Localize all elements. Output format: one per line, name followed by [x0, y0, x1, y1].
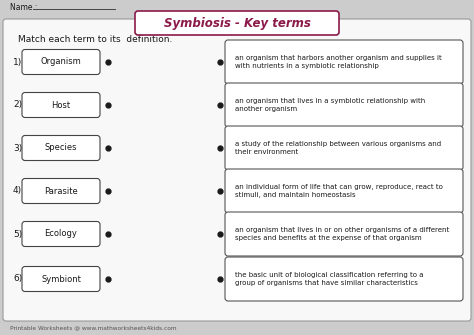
FancyBboxPatch shape: [22, 50, 100, 74]
Text: Organism: Organism: [41, 58, 82, 67]
Text: Species: Species: [45, 143, 77, 152]
Text: Host: Host: [52, 100, 71, 110]
Text: an organism that lives in or on other organisms of a different
species and benef: an organism that lives in or on other or…: [235, 227, 449, 241]
FancyBboxPatch shape: [225, 257, 463, 301]
FancyBboxPatch shape: [22, 179, 100, 203]
FancyBboxPatch shape: [135, 11, 339, 35]
FancyBboxPatch shape: [225, 126, 463, 170]
FancyBboxPatch shape: [225, 83, 463, 127]
Text: an organism that lives in a symbiotic relationship with
another organism: an organism that lives in a symbiotic re…: [235, 98, 425, 112]
FancyBboxPatch shape: [225, 169, 463, 213]
Text: Symbiont: Symbiont: [41, 274, 81, 283]
Text: Printable Worksheets @ www.mathworksheets4kids.com: Printable Worksheets @ www.mathworksheet…: [10, 326, 177, 331]
Text: Parasite: Parasite: [44, 187, 78, 196]
Text: Symbiosis - Key terms: Symbiosis - Key terms: [164, 16, 310, 29]
FancyBboxPatch shape: [225, 212, 463, 256]
Text: 3): 3): [13, 143, 22, 152]
FancyBboxPatch shape: [3, 19, 471, 321]
Text: Match each term to its  definition.: Match each term to its definition.: [18, 36, 173, 45]
Text: an organism that harbors another organism and supplies it
with nutrients in a sy: an organism that harbors another organis…: [235, 55, 442, 69]
FancyBboxPatch shape: [22, 221, 100, 247]
Text: the basic unit of biological classification referring to a
group of organisms th: the basic unit of biological classificat…: [235, 272, 423, 286]
Text: 4): 4): [13, 187, 22, 196]
Text: 1): 1): [13, 58, 22, 67]
FancyBboxPatch shape: [22, 92, 100, 118]
FancyBboxPatch shape: [225, 40, 463, 84]
FancyBboxPatch shape: [22, 135, 100, 160]
FancyBboxPatch shape: [22, 267, 100, 291]
Text: 5): 5): [13, 229, 22, 239]
Text: 2): 2): [13, 100, 22, 110]
Text: Name :: Name :: [10, 2, 37, 11]
Text: Ecology: Ecology: [45, 229, 77, 239]
Text: an individual form of life that can grow, reproduce, react to
stimuli, and maint: an individual form of life that can grow…: [235, 184, 443, 198]
Text: 6): 6): [13, 274, 22, 283]
Text: a study of the relationship between various organisms and
their environment: a study of the relationship between vari…: [235, 141, 441, 155]
